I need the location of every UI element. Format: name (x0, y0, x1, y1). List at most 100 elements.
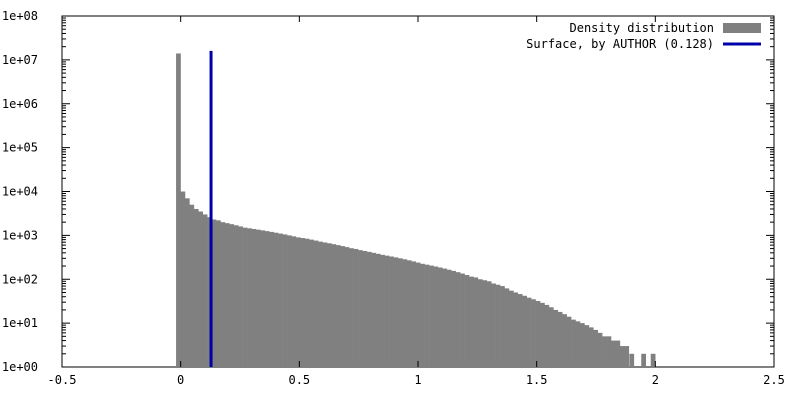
histogram-bar (468, 276, 474, 367)
x-tick-label: 0.5 (288, 373, 310, 387)
histogram-bar (380, 254, 385, 367)
histogram-bar (629, 353, 635, 367)
histogram-bar (464, 275, 470, 367)
axis-ticks: -0.5 0 0.5 1 1.5 2 2.5 1e+00 1e+01 1e+02 1e+03 1e+0… (2, 9, 785, 387)
histogram-bar (304, 238, 310, 367)
histogram-bar (300, 238, 306, 367)
histogram-bar (451, 270, 456, 367)
histogram-bar (220, 222, 226, 367)
histogram-bar (273, 232, 279, 367)
histogram-bar (393, 257, 399, 367)
histogram-bar (544, 304, 550, 367)
histogram-bar (349, 248, 354, 367)
histogram-bar (571, 319, 576, 367)
y-tick-label: 1e+01 (2, 316, 38, 330)
histogram-bar (460, 273, 465, 367)
histogram-bar (553, 309, 559, 367)
y-tick-label: 1e+02 (2, 272, 38, 286)
histogram-bar (366, 251, 372, 367)
histogram-bar (318, 241, 323, 367)
histogram-bar (486, 281, 492, 367)
histogram-bar (344, 247, 350, 367)
histogram-bar (331, 244, 337, 367)
histogram-bar (442, 268, 448, 367)
histogram-bar (429, 265, 434, 367)
histogram-bar (389, 256, 394, 367)
histogram-bar (322, 242, 328, 367)
histogram-bar (579, 323, 585, 368)
histogram-bar (575, 321, 581, 367)
histogram-bar (313, 240, 319, 367)
histogram-bar (282, 234, 288, 367)
histogram-bar (455, 272, 461, 367)
histogram-bar (615, 340, 621, 367)
histogram-bar (504, 288, 510, 367)
histogram-bar (198, 211, 203, 367)
histogram-bar (269, 231, 275, 367)
histogram-bar (406, 260, 412, 367)
histogram-bar (362, 251, 368, 367)
y-tick-label: 1e+04 (2, 185, 38, 199)
histogram-bar (624, 346, 630, 367)
histogram-bar (255, 229, 261, 367)
histogram-bar (433, 266, 439, 367)
legend-label-surface: Surface, by AUTHOR (0.128) (526, 37, 714, 51)
histogram-bar (238, 226, 243, 367)
histogram-bar (402, 259, 408, 367)
histogram-bar (548, 307, 554, 367)
histogram-bar (500, 286, 505, 367)
histogram-bar (482, 280, 488, 367)
histogram-bar (437, 267, 443, 367)
histogram-bar (326, 243, 332, 367)
histogram-bar (508, 290, 514, 367)
histogram-bar (242, 227, 248, 367)
histogram-bar (358, 250, 363, 367)
histogram-bar (184, 198, 190, 367)
histogram-bar (566, 316, 572, 367)
histogram-bar (540, 302, 545, 367)
histogram-bar (477, 279, 483, 367)
histogram-bar (411, 261, 417, 367)
histogram-bar (193, 208, 199, 367)
y-tick-label: 1e+08 (2, 9, 38, 23)
histogram-bar (207, 217, 212, 367)
y-tick-label: 1e+06 (2, 97, 38, 111)
x-tick-label: 1 (414, 373, 421, 387)
histogram-bars (176, 53, 656, 368)
histogram-bar (251, 228, 257, 367)
histogram-bar (562, 314, 567, 367)
histogram-bar (526, 297, 532, 367)
histogram-bar (224, 223, 230, 367)
histogram-bar (446, 269, 452, 367)
histogram-bar (517, 294, 523, 367)
histogram-bar (584, 325, 590, 367)
histogram-bar (415, 262, 421, 367)
histogram-bar (588, 327, 594, 367)
histogram-bar (260, 230, 266, 367)
histogram-bar (278, 233, 283, 367)
histogram-bar (384, 255, 390, 367)
histogram-bar (176, 53, 181, 368)
legend-label-density: Density distribution (570, 21, 715, 35)
histogram-bar (397, 258, 403, 367)
histogram-bar (606, 336, 612, 367)
histogram-bar (291, 236, 297, 367)
histogram-bar (424, 264, 430, 367)
x-tick-label: 0 (177, 373, 184, 387)
histogram-bar (287, 235, 292, 368)
histogram-bar (189, 204, 195, 367)
histogram-bar (309, 239, 314, 367)
histogram-bar (597, 332, 603, 367)
legend: Density distribution Surface, by AUTHOR … (526, 21, 761, 51)
histogram-bar (491, 283, 496, 367)
x-tick-label: 1.5 (526, 373, 548, 387)
histogram-bar (229, 224, 235, 367)
histogram-bar (375, 253, 381, 367)
histogram-bar (216, 220, 221, 367)
histogram-bar (495, 284, 501, 367)
y-tick-label: 1e+05 (2, 141, 38, 155)
histogram-bar (557, 311, 563, 367)
histogram-bar (371, 252, 377, 367)
histogram-bar (531, 299, 536, 367)
